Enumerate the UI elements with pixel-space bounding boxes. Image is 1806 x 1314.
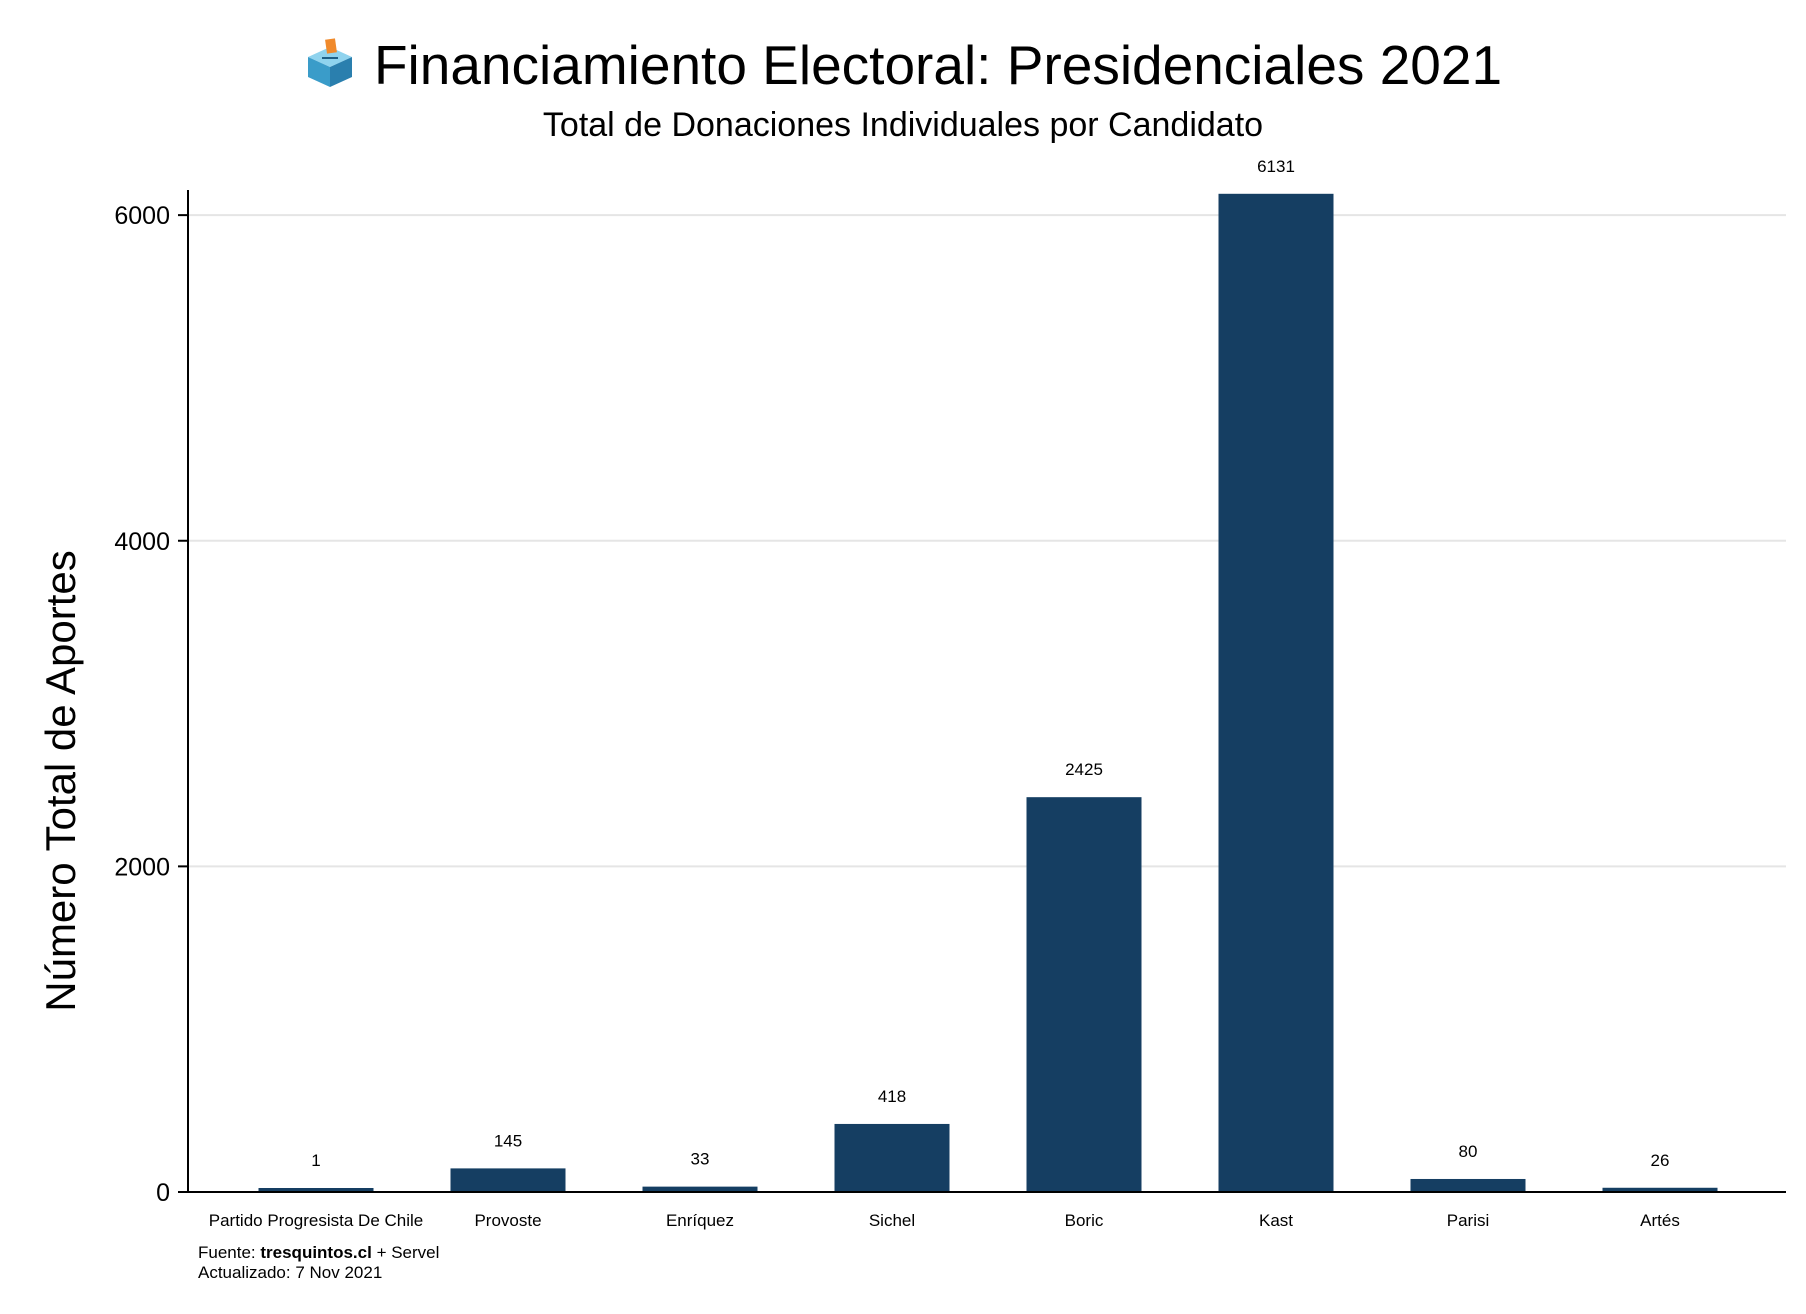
source-suffix: + Servel bbox=[371, 1243, 440, 1262]
data-label: 145 bbox=[494, 1131, 522, 1150]
source-note: Fuente: tresquintos.cl + Servel Actualiz… bbox=[198, 1243, 439, 1283]
bar bbox=[1218, 193, 1334, 1192]
x-tick-label: Partido Progresista De Chile bbox=[209, 1211, 423, 1230]
x-tick-label: Parisi bbox=[1447, 1211, 1490, 1230]
source-line: Fuente: tresquintos.cl + Servel bbox=[198, 1243, 439, 1263]
title-row: Financiamiento Electoral: Presidenciales… bbox=[0, 30, 1806, 100]
bar bbox=[1026, 797, 1142, 1192]
data-label: 1 bbox=[311, 1151, 320, 1170]
bar bbox=[450, 1168, 566, 1192]
data-label: 80 bbox=[1459, 1142, 1478, 1161]
data-label: 6131 bbox=[1257, 157, 1295, 176]
x-tick-label: Kast bbox=[1259, 1211, 1293, 1230]
y-tick-label: 4000 bbox=[114, 528, 170, 556]
chart-title: Financiamiento Electoral: Presidenciales… bbox=[373, 34, 1503, 96]
bar bbox=[642, 1186, 758, 1192]
y-tick-label: 6000 bbox=[114, 202, 170, 230]
x-tick-label: Artés bbox=[1640, 1211, 1680, 1230]
chart-subtitle: Total de Donaciones Individuales por Can… bbox=[542, 106, 1264, 144]
y-tick-label: 0 bbox=[156, 1179, 170, 1207]
x-tick-label: Boric bbox=[1065, 1211, 1104, 1230]
y-axis-label: Número Total de Aportes bbox=[37, 550, 84, 1012]
x-tick-label: Enríquez bbox=[666, 1211, 734, 1230]
data-label: 33 bbox=[691, 1150, 710, 1169]
updated-date: Actualizado: 7 Nov 2021 bbox=[198, 1263, 383, 1282]
data-label: 2425 bbox=[1065, 760, 1103, 779]
source-prefix: Fuente: bbox=[198, 1243, 261, 1262]
data-label: 26 bbox=[1651, 1151, 1670, 1170]
source-site: tresquintos.cl bbox=[260, 1243, 372, 1262]
bar bbox=[258, 1188, 374, 1192]
data-label: 418 bbox=[878, 1087, 906, 1106]
bar bbox=[1602, 1187, 1718, 1192]
y-tick-label: 2000 bbox=[114, 853, 170, 881]
x-tick-label: Provoste bbox=[474, 1211, 541, 1230]
x-tick-label: Sichel bbox=[869, 1211, 915, 1230]
bar bbox=[834, 1123, 950, 1192]
bar bbox=[1410, 1178, 1526, 1192]
ballot-box-icon bbox=[304, 37, 356, 94]
